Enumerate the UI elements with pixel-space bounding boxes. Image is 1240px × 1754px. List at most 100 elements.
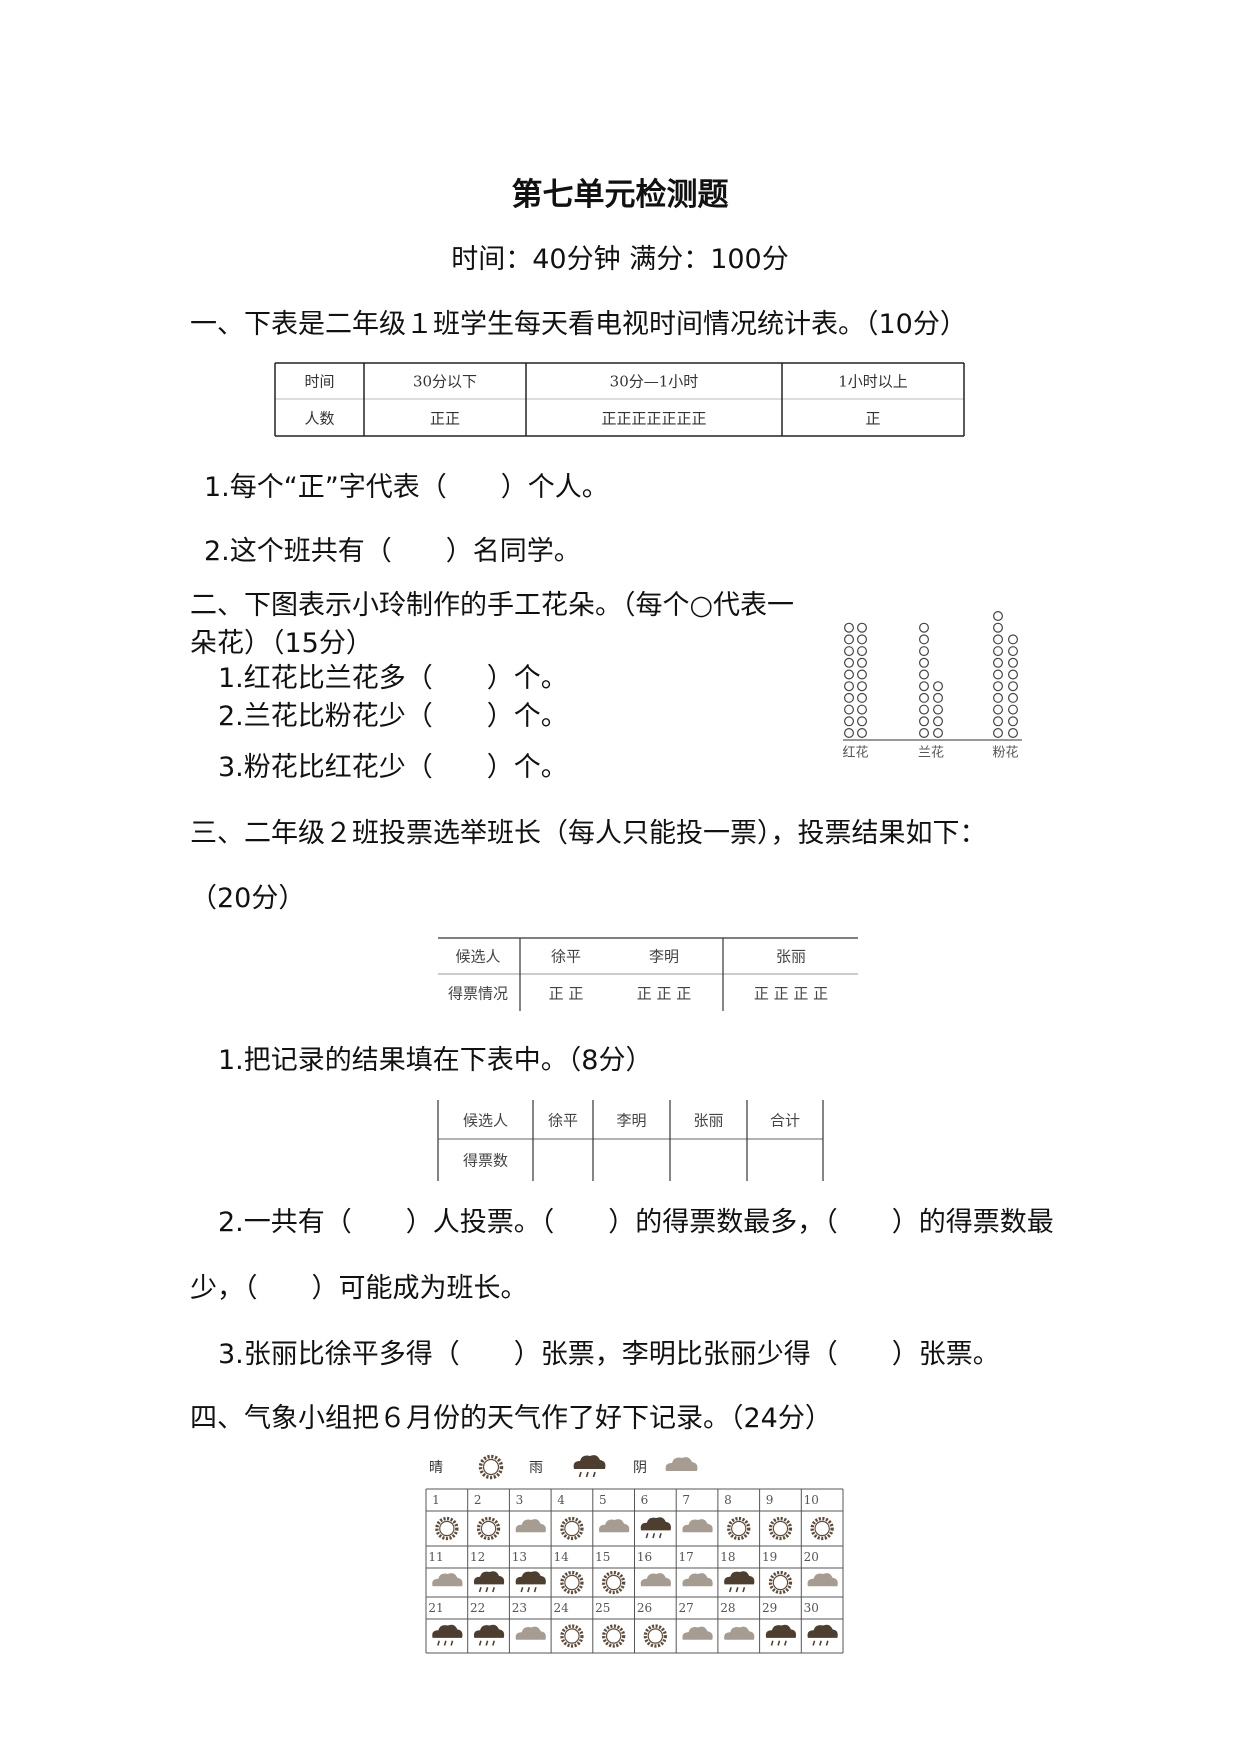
rain-cloud	[724, 1571, 755, 1585]
rain-drop	[742, 1587, 746, 1593]
cell-text: 30分—1小时	[609, 372, 699, 391]
weather-icon: 晴	[727, 1516, 751, 1541]
cell-text: 正 正 正 正	[753, 984, 829, 1003]
flower	[918, 716, 929, 727]
flower	[843, 646, 854, 657]
flower	[1007, 681, 1018, 692]
question: 1.每个“正”字代表（ ）个人。	[204, 472, 609, 503]
flower	[856, 657, 867, 668]
cloud	[515, 1519, 546, 1533]
sun-core	[480, 1520, 497, 1537]
cloud	[432, 1573, 463, 1587]
flower	[992, 646, 1003, 657]
rain-drop	[533, 1587, 537, 1593]
rain-drop	[485, 1640, 489, 1646]
sun-core	[772, 1520, 789, 1537]
cell-text: 正正正正正正正	[601, 409, 707, 427]
flower	[843, 692, 854, 703]
day-number: 16	[636, 1550, 653, 1564]
flower	[856, 634, 867, 645]
sun-core	[439, 1520, 455, 1537]
rain-drop	[728, 1587, 732, 1593]
flower	[843, 727, 854, 738]
sun	[768, 1516, 793, 1541]
day-number: 7	[682, 1493, 691, 1507]
weather-icon: 雨	[473, 1624, 505, 1646]
flower	[843, 716, 854, 727]
cell-text: 徐平	[550, 947, 582, 966]
weather-icon: 阴	[432, 1573, 463, 1587]
rain-drop	[478, 1640, 482, 1646]
rain-drop	[819, 1640, 822, 1646]
rain-drop	[443, 1640, 447, 1646]
cell-text: 张丽	[693, 1111, 724, 1129]
rain-drop	[770, 1640, 774, 1646]
weather-icon: 阴	[599, 1519, 630, 1533]
cell-text: 人数	[304, 409, 335, 427]
day-number: 29	[761, 1601, 778, 1615]
heading: 四、气象小组把６月份的天气作了好下记录。（24分）	[190, 1403, 832, 1434]
rain-drop	[520, 1587, 524, 1593]
sun-core	[772, 1574, 789, 1591]
weather-icon: 雨	[640, 1517, 671, 1539]
flower	[843, 704, 854, 715]
cloud	[599, 1519, 630, 1533]
day-number: 24	[553, 1601, 569, 1615]
cloud	[515, 1626, 546, 1640]
sun	[643, 1624, 667, 1648]
flower	[992, 716, 1003, 727]
day-number: 6	[640, 1493, 649, 1507]
sun	[560, 1624, 584, 1648]
weather-icon: 晴	[810, 1516, 834, 1541]
question: 1.红花比兰花多（ ）个。	[218, 663, 568, 694]
sun	[810, 1516, 834, 1541]
weather-icon: 晴	[435, 1516, 459, 1541]
rain-drop	[592, 1471, 596, 1478]
rain-drop	[492, 1640, 495, 1646]
weather-icon: 晴	[602, 1570, 626, 1595]
flower	[932, 716, 943, 727]
flower	[918, 704, 929, 715]
rain-cloud	[432, 1624, 463, 1638]
day-number: 14	[553, 1550, 569, 1564]
flower	[992, 727, 1003, 738]
rain-drop	[478, 1587, 482, 1593]
rain-cloud	[473, 1624, 505, 1638]
day-number: 8	[724, 1493, 732, 1507]
weather-icon	[665, 1457, 698, 1471]
flower	[856, 692, 867, 703]
day-number: 23	[511, 1601, 528, 1615]
flower	[918, 622, 929, 633]
day-number: 13	[511, 1550, 528, 1564]
rain-drop	[527, 1587, 531, 1593]
question: 2.兰花比粉花少（ ）个。	[218, 701, 568, 732]
sun	[560, 1570, 584, 1595]
flower	[918, 727, 929, 738]
weather-icon: 晴	[476, 1516, 501, 1541]
sun-core	[814, 1520, 830, 1537]
flower	[1007, 634, 1018, 645]
weather-icon: 阴	[807, 1573, 838, 1587]
day-number: 1	[432, 1493, 440, 1507]
sun	[768, 1570, 793, 1595]
cell-text: 得票情况	[447, 984, 509, 1003]
day-number: 18	[720, 1550, 736, 1564]
flower	[1007, 692, 1018, 703]
weather-icon: 晴	[602, 1624, 626, 1648]
weather-icon	[478, 1454, 504, 1480]
day-number: 4	[557, 1493, 565, 1507]
flower	[856, 622, 867, 633]
weather-icon: 阴	[515, 1519, 546, 1533]
sun-core	[564, 1628, 580, 1644]
day-number: 22	[470, 1601, 486, 1615]
flower	[932, 681, 943, 692]
title: 第七单元检测题	[511, 177, 729, 213]
day-number: 2	[473, 1493, 482, 1507]
flower	[992, 622, 1003, 633]
weather-icon: 雨	[724, 1571, 755, 1593]
cell-text: 合计	[769, 1111, 801, 1129]
rain-cloud	[765, 1624, 797, 1638]
day-number: 9	[765, 1493, 774, 1507]
sun	[478, 1454, 504, 1480]
